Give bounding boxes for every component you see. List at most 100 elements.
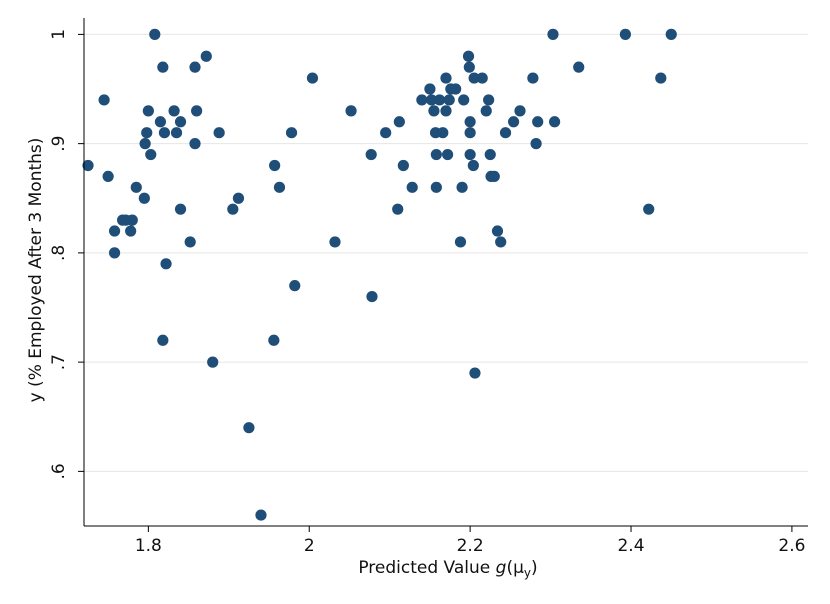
grid-lines bbox=[84, 33, 808, 472]
data-point-8 bbox=[126, 214, 138, 226]
data-point-32 bbox=[227, 203, 239, 215]
data-point-53 bbox=[425, 94, 438, 106]
data-point-68 bbox=[458, 94, 470, 106]
data-point-25 bbox=[184, 236, 196, 248]
x-axis-label: Predicted Value g(μy) bbox=[358, 558, 537, 580]
data-points bbox=[82, 28, 677, 521]
data-point-2 bbox=[102, 170, 114, 183]
data-point-34 bbox=[243, 422, 255, 434]
data-point-49 bbox=[397, 159, 409, 172]
data-point-75 bbox=[468, 72, 480, 84]
data-point-31 bbox=[213, 127, 225, 139]
data-point-41 bbox=[306, 72, 319, 84]
data-point-94 bbox=[619, 28, 631, 40]
data-point-1 bbox=[98, 94, 110, 106]
data-point-10 bbox=[138, 192, 150, 204]
y-tick-label-1: .7 bbox=[49, 354, 69, 370]
data-point-39 bbox=[285, 127, 298, 139]
data-point-61 bbox=[440, 72, 452, 84]
data-point-87 bbox=[514, 105, 526, 117]
data-point-17 bbox=[157, 61, 169, 73]
data-point-36 bbox=[268, 334, 280, 346]
data-point-59 bbox=[437, 127, 449, 139]
data-point-89 bbox=[530, 138, 542, 150]
data-point-38 bbox=[273, 181, 286, 193]
data-point-15 bbox=[149, 28, 161, 40]
y-tick-label-3: .9 bbox=[49, 136, 69, 152]
data-point-71 bbox=[464, 116, 476, 128]
data-point-20 bbox=[160, 258, 172, 270]
x-tick-label-0: 1.8 bbox=[135, 536, 162, 556]
data-point-3 bbox=[108, 225, 121, 237]
y-tick-label-0: .6 bbox=[49, 463, 69, 479]
y-axis-ticks: .6 .7 .8 .9 1 bbox=[49, 29, 84, 479]
data-point-30 bbox=[207, 356, 219, 368]
data-point-26 bbox=[189, 138, 201, 150]
data-point-4 bbox=[108, 247, 121, 259]
data-point-60 bbox=[440, 105, 452, 117]
data-point-11 bbox=[139, 138, 151, 150]
y-tick-label-2: .8 bbox=[49, 245, 69, 261]
data-point-96 bbox=[655, 72, 667, 84]
data-point-28 bbox=[191, 105, 203, 117]
data-point-67 bbox=[456, 181, 468, 193]
data-point-14 bbox=[145, 148, 157, 161]
data-point-40 bbox=[289, 280, 301, 292]
data-point-43 bbox=[345, 105, 357, 117]
data-point-72 bbox=[464, 127, 476, 139]
data-point-57 bbox=[430, 181, 442, 193]
data-point-52 bbox=[424, 83, 436, 95]
data-point-47 bbox=[392, 203, 404, 215]
data-point-95 bbox=[643, 203, 655, 215]
data-point-19 bbox=[158, 127, 171, 139]
data-point-23 bbox=[174, 116, 187, 128]
x-tick-label-3: 2.4 bbox=[617, 536, 644, 556]
data-point-63 bbox=[443, 94, 455, 106]
data-point-93 bbox=[573, 61, 585, 73]
data-point-58 bbox=[433, 94, 446, 106]
data-point-65 bbox=[450, 83, 462, 95]
x-tick-label-4: 2.6 bbox=[778, 536, 805, 556]
data-point-22 bbox=[170, 127, 183, 139]
data-point-18 bbox=[157, 334, 169, 346]
data-point-90 bbox=[532, 116, 544, 128]
data-point-35 bbox=[255, 509, 267, 521]
data-point-83 bbox=[491, 225, 504, 237]
data-point-13 bbox=[142, 105, 154, 117]
data-point-92 bbox=[549, 116, 561, 128]
y-axis-label: y (% Employed After 3 Months) bbox=[26, 138, 46, 403]
data-point-56 bbox=[430, 148, 442, 161]
data-point-70 bbox=[463, 61, 475, 73]
data-point-48 bbox=[393, 116, 405, 128]
data-point-73 bbox=[464, 148, 476, 161]
data-point-84 bbox=[495, 236, 507, 248]
data-point-27 bbox=[189, 61, 201, 73]
data-point-80 bbox=[484, 148, 496, 161]
data-point-51 bbox=[416, 94, 428, 106]
data-point-85 bbox=[499, 127, 512, 139]
data-point-7 bbox=[125, 225, 137, 237]
data-point-54 bbox=[428, 105, 440, 117]
data-point-74 bbox=[467, 159, 479, 172]
data-point-88 bbox=[527, 72, 539, 84]
data-point-97 bbox=[665, 28, 677, 40]
y-tick-label-4: 1 bbox=[49, 29, 69, 40]
data-point-50 bbox=[406, 181, 418, 193]
data-point-86 bbox=[507, 116, 520, 128]
x-axis-ticks: 1.8 2 2.2 2.4 2.6 bbox=[135, 526, 805, 556]
x-tick-label-2: 2.2 bbox=[457, 536, 484, 556]
data-point-33 bbox=[232, 192, 245, 204]
data-point-24 bbox=[174, 203, 187, 215]
data-point-21 bbox=[168, 105, 180, 117]
data-point-69 bbox=[462, 50, 475, 62]
data-point-0 bbox=[82, 159, 94, 172]
data-point-76 bbox=[469, 367, 481, 379]
data-point-29 bbox=[200, 50, 212, 62]
data-point-44 bbox=[365, 148, 377, 161]
data-point-78 bbox=[480, 105, 492, 117]
data-point-77 bbox=[476, 72, 488, 84]
data-point-9 bbox=[130, 181, 142, 193]
data-point-82 bbox=[488, 170, 500, 183]
data-point-46 bbox=[380, 127, 392, 139]
